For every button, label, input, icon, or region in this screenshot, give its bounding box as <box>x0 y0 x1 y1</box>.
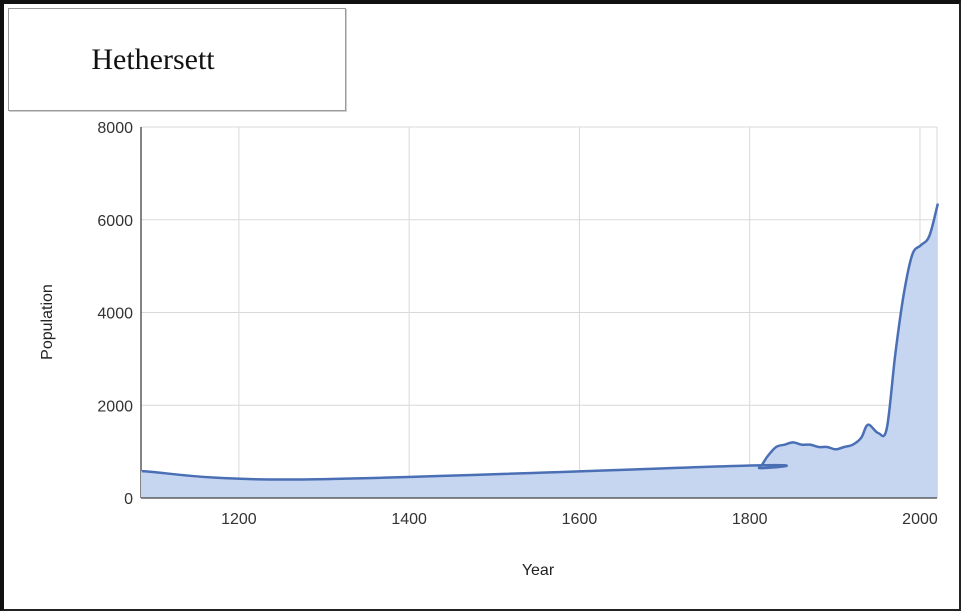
chart-title-box: Hethersett <box>8 8 346 111</box>
x-axis-title: Year <box>522 562 555 579</box>
x-tick-labels: 1200 1400 1600 1800 2000 <box>141 497 938 528</box>
y-tick-label: 6000 <box>97 213 133 230</box>
grid <box>140 126 938 499</box>
y-tick-label: 0 <box>124 491 133 508</box>
y-tick-label: 2000 <box>97 398 133 415</box>
x-tick-label: 1600 <box>562 511 598 528</box>
chart-title: Hethersett <box>91 42 215 76</box>
x-tick-label: 1400 <box>391 511 427 528</box>
y-tick-label: 8000 <box>97 120 133 137</box>
y-tick-labels: 0 2000 4000 6000 8000 <box>97 120 133 508</box>
population-line <box>141 203 940 481</box>
y-tick-label: 4000 <box>97 306 133 323</box>
y-axis-title: Population <box>39 284 56 360</box>
x-tick-label: 1200 <box>221 511 257 528</box>
x-tick-label: 1800 <box>732 511 768 528</box>
population-area <box>141 203 938 499</box>
x-tick-label: 2000 <box>902 511 938 528</box>
